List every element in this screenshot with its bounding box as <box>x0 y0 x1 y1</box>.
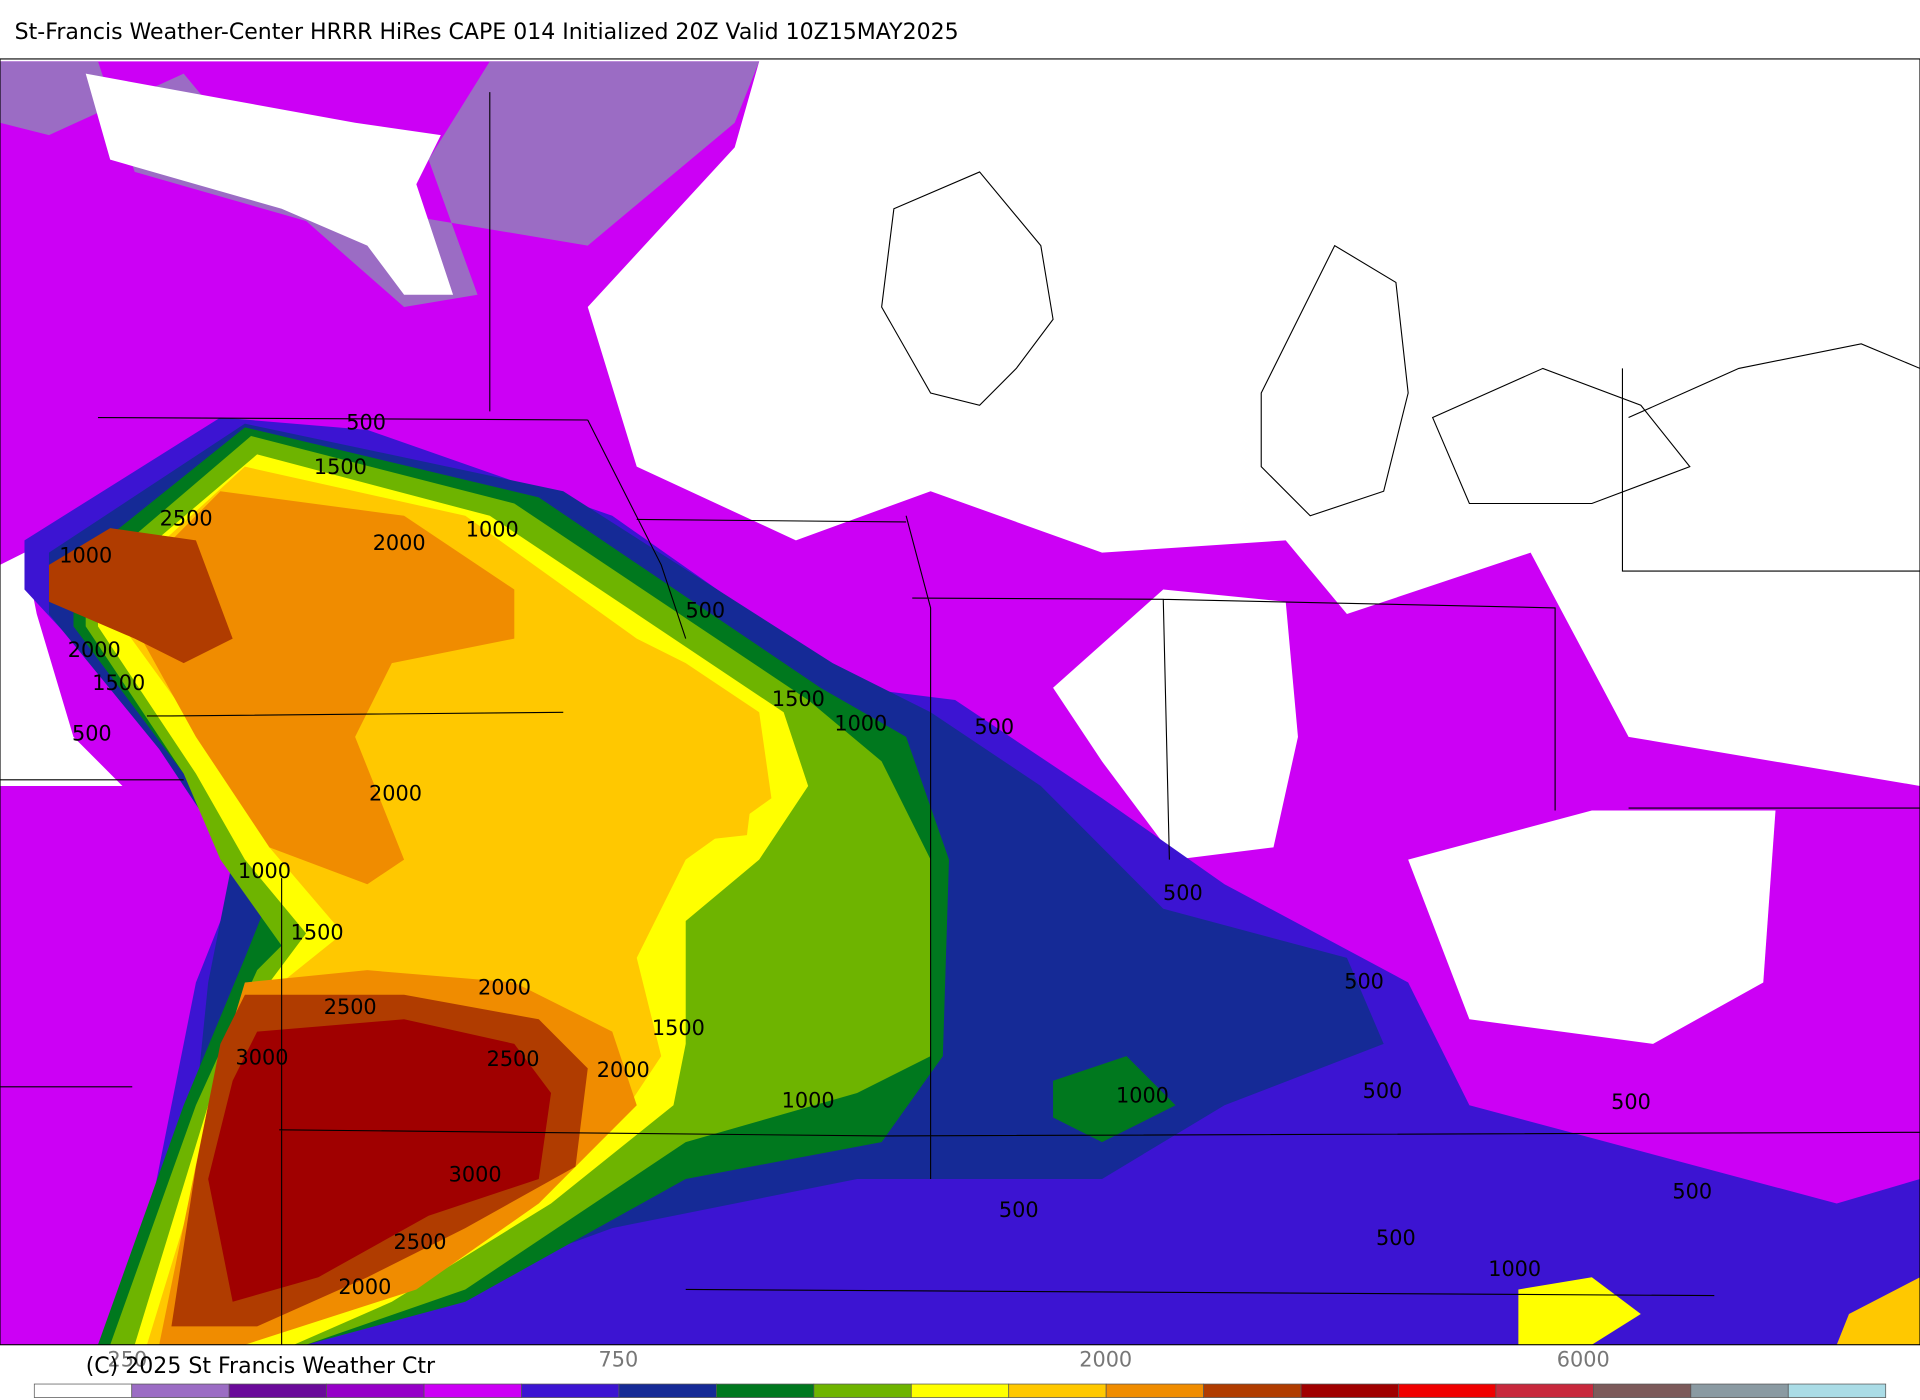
colorbar-swatch <box>228 1383 327 1398</box>
copyright: (C) 2025 St Francis Weather Ctr <box>86 1354 436 1379</box>
colorbar-label: 2000 <box>1079 1348 1132 1372</box>
cape-region <box>85 73 454 295</box>
contour-label: 2000 <box>478 976 531 1000</box>
cape-region <box>122 491 515 885</box>
contour-label: 500 <box>999 1198 1039 1222</box>
contour-label: 1000 <box>238 859 291 883</box>
contour-label: 1000 <box>782 1089 835 1113</box>
cape-region <box>48 528 233 664</box>
contour-label: 500 <box>72 721 112 745</box>
contour-label: 500 <box>685 599 725 623</box>
contour-label: 1000 <box>1488 1257 1541 1281</box>
colorbar-swatch <box>1203 1383 1302 1398</box>
cape-region <box>575 687 760 848</box>
contour-label: 2000 <box>373 531 426 555</box>
contour-label: 500 <box>1672 1179 1712 1203</box>
contour-label: 500 <box>1376 1226 1416 1250</box>
colorbar-swatch <box>521 1383 620 1398</box>
contour-label: 3000 <box>449 1162 502 1186</box>
colorbar-swatch <box>1300 1383 1399 1398</box>
contour-label: 2500 <box>487 1047 540 1071</box>
contour-label: 2000 <box>369 782 422 806</box>
contour-label: 1000 <box>466 518 519 542</box>
colorbar-swatch <box>813 1383 912 1398</box>
colorbar-swatch <box>326 1383 425 1398</box>
contour-label: 1500 <box>92 671 145 695</box>
colorbar-label: 6000 <box>1557 1348 1610 1372</box>
colorbar-swatch <box>1398 1383 1497 1398</box>
contour-label: 500 <box>346 411 386 435</box>
contour-label: 1500 <box>652 1016 705 1040</box>
contour-label: 500 <box>1163 881 1203 905</box>
contour-label: 2000 <box>338 1275 391 1299</box>
contour-label: 2500 <box>324 995 377 1019</box>
colorbar-swatch <box>910 1383 1010 1398</box>
colorbar-swatch <box>716 1383 815 1398</box>
colorbar-swatch <box>33 1383 133 1398</box>
contour-label: 3000 <box>236 1046 289 1070</box>
colorbar-swatch <box>1495 1383 1594 1398</box>
contour-label: 2000 <box>597 1058 650 1082</box>
colorbar-swatch <box>1787 1383 1887 1398</box>
cape-region <box>1408 810 1776 1044</box>
cape-region <box>0 552 123 786</box>
contour-label: 2500 <box>160 506 213 530</box>
contour-label: 2500 <box>394 1230 447 1254</box>
title: St-Francis Weather-Center HRRR HiRes CAP… <box>15 20 959 45</box>
colorbar-swatch <box>1593 1383 1692 1398</box>
contour-label: 1500 <box>291 920 344 944</box>
contour-label: 1500 <box>772 687 825 711</box>
contour-label: 1500 <box>314 455 367 479</box>
colorbar-swatch <box>131 1383 230 1398</box>
colorbar-swatch <box>1008 1383 1107 1398</box>
contour-label: 1000 <box>834 712 887 736</box>
contour-label: 1000 <box>1116 1084 1169 1108</box>
borders <box>0 58 1920 1346</box>
contour-label: 500 <box>1611 1090 1651 1114</box>
cape-region <box>1053 1056 1176 1143</box>
cape-region <box>208 1019 552 1302</box>
contour-label: 500 <box>1344 969 1384 993</box>
cape-region <box>1836 1277 1920 1345</box>
contour-label: 500 <box>1363 1079 1403 1103</box>
colorbar-swatch <box>618 1383 717 1398</box>
colorbar-swatch <box>423 1383 522 1398</box>
contour-label: 500 <box>974 715 1014 739</box>
cape-region <box>1053 589 1298 860</box>
contour-label: 2000 <box>68 638 121 662</box>
colorbar-swatch <box>1690 1383 1789 1398</box>
colorbar-label: 250 <box>107 1348 147 1372</box>
contour-label: 1000 <box>59 543 112 567</box>
colorbar-swatch <box>1105 1383 1204 1398</box>
colorbar-label: 750 <box>599 1348 639 1372</box>
